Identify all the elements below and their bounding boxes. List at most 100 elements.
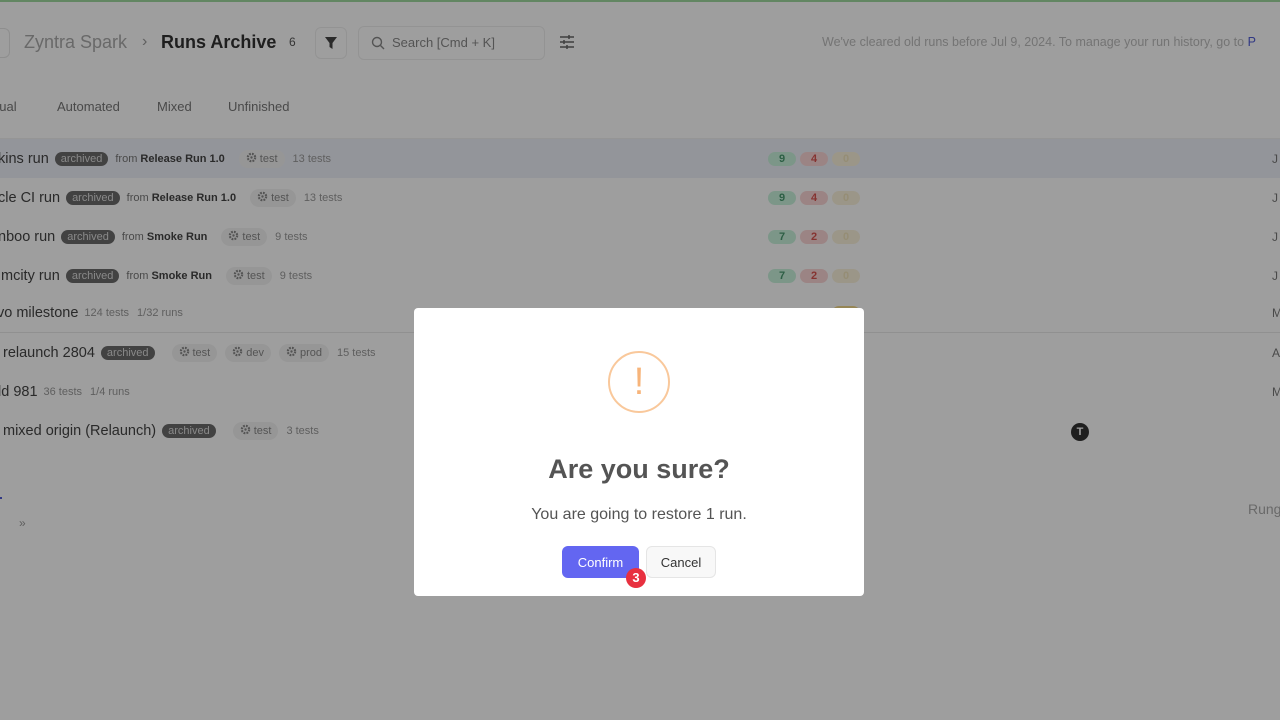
back-button[interactable]	[0, 28, 10, 58]
gear-icon	[232, 346, 243, 360]
run-name[interactable]: mcity run	[1, 267, 60, 284]
table-row[interactable]: nboo run archived from Smoke Run test 9 test…	[0, 217, 1280, 256]
notice-link[interactable]: P	[1247, 35, 1256, 49]
gear-icon	[240, 424, 251, 438]
run-name[interactable]: vo milestone	[0, 305, 79, 321]
run-name[interactable]: ld 981	[0, 383, 38, 400]
run-name[interactable]: mixed origin (Relaunch)	[3, 422, 157, 439]
runs-count: 6	[289, 35, 296, 49]
table-row[interactable]: kins run archived from Release Run 1.0 test…	[0, 139, 1280, 178]
tab-automated[interactable]: Automated	[57, 99, 120, 114]
runs-count: 1/32 runs	[137, 307, 183, 319]
environment-label: test	[253, 424, 272, 437]
run-name[interactable]: kins run	[0, 150, 49, 167]
status-count-passed: 9	[768, 190, 796, 205]
tab-manual[interactable]: nual	[0, 99, 17, 114]
avatar[interactable]: T	[1071, 423, 1089, 441]
archived-badge: archived	[65, 268, 120, 283]
environment-tag: test	[238, 149, 285, 168]
top-progress-line	[0, 0, 1280, 2]
archived-badge: archived	[162, 423, 216, 438]
cancel-button[interactable]: Cancel	[646, 546, 716, 578]
step-badge: 3	[626, 568, 646, 588]
environment-label: test	[246, 269, 265, 282]
status-count-skipped: 0	[832, 151, 860, 166]
gear-icon	[286, 346, 297, 360]
status-count-skipped: 0	[832, 190, 860, 205]
origin-name: Release Run 1.0	[151, 191, 237, 204]
run-name[interactable]: nboo run	[0, 228, 56, 245]
table-row[interactable]: ld 981 36 tests 1/4 runs M	[0, 372, 1280, 411]
header: Zyntra Spark › Runs Archive 6 We've clea…	[0, 26, 1280, 60]
run-origin: from Release Run 1.0	[127, 192, 236, 204]
gear-icon	[228, 230, 239, 244]
tests-count: 3 tests	[286, 424, 319, 437]
search-input[interactable]	[392, 35, 532, 50]
run-name[interactable]: relaunch 2804	[3, 344, 95, 361]
row-date: J	[1272, 229, 1278, 244]
sliders-icon[interactable]	[559, 34, 575, 50]
archived-badge: archived	[61, 229, 115, 244]
tests-count: 124 tests	[84, 307, 130, 319]
archived-badge: archived	[54, 151, 109, 166]
row-date: J	[1272, 190, 1278, 205]
origin-name: Smoke Run	[146, 230, 208, 243]
search-box[interactable]	[358, 26, 545, 60]
table-row[interactable]: cle CI run archived from Release Run 1.0 te…	[0, 178, 1280, 217]
confirm-dialog: ! Are you sure? You are going to restore…	[414, 308, 864, 596]
page-title: Runs Archive	[161, 32, 277, 52]
archived-badge: archived	[66, 190, 120, 205]
tests-count: 15 tests	[337, 346, 376, 359]
gear-icon	[179, 346, 190, 360]
environment-label: dev	[246, 346, 264, 359]
environment-tag: test	[221, 227, 268, 246]
runs-count: 1/4 runs	[90, 385, 130, 398]
pager-next-button[interactable]: »	[19, 516, 26, 530]
run-name[interactable]: cle CI run	[0, 189, 61, 206]
right-label: Rung	[1248, 501, 1280, 517]
table-row[interactable]: mixed origin (Relaunch) archived test 3 tes…	[0, 411, 1280, 450]
breadcrumb-app[interactable]: Zyntra Spark	[24, 32, 128, 52]
tests-count: 9 tests	[275, 230, 308, 243]
dialog-text: You are going to restore 1 run.	[531, 506, 747, 523]
status-count-skipped: 0	[832, 268, 860, 283]
run-origin: from Smoke Run	[122, 231, 208, 243]
search-icon	[371, 36, 385, 50]
run-origin: from Release Run 1.0	[115, 153, 224, 165]
notice-text: We've cleared old runs before Jul 9, 202…	[822, 35, 1248, 49]
tests-count: 9 tests	[279, 269, 313, 282]
from-label: from	[126, 269, 149, 282]
tabs: nual Automated Mixed Unfinished	[0, 99, 1280, 139]
row-date: M	[1272, 384, 1280, 399]
environment-tag: test	[171, 343, 218, 362]
filter-icon	[325, 37, 337, 49]
table-row[interactable]: mcity run archived from Smoke Run test 9 tes…	[0, 256, 1280, 295]
tab-unfinished[interactable]: Unfinished	[228, 99, 290, 114]
environment-tag: test	[232, 421, 279, 440]
environment-label: test	[192, 346, 211, 359]
tab-mixed[interactable]: Mixed	[157, 99, 192, 114]
environment-label: test	[271, 191, 289, 204]
dialog-title: Are you sure?	[548, 454, 730, 484]
row-date: A	[1272, 345, 1280, 360]
tests-count: 13 tests	[292, 152, 332, 165]
cleanup-notice: We've cleared old runs before Jul 9, 202…	[822, 35, 1256, 49]
origin-name: Release Run 1.0	[140, 152, 225, 165]
status-count-failed: 2	[800, 229, 828, 244]
origin-name: Smoke Run	[151, 269, 212, 282]
gear-icon	[257, 191, 268, 205]
archived-badge: archived	[100, 345, 155, 360]
filter-button[interactable]	[315, 27, 347, 59]
environment-tag: test	[225, 266, 272, 285]
tests-count: 36 tests	[43, 385, 83, 398]
confirm-button[interactable]: Confirm	[562, 546, 639, 578]
status-count-passed: 9	[768, 151, 796, 166]
status-count-failed: 4	[800, 190, 828, 205]
environment-label: test	[242, 230, 261, 243]
status-count-passed: 7	[768, 229, 796, 244]
table-row[interactable]: relaunch 2804 archived test dev prod 15 tests…	[0, 333, 1280, 372]
row-date: J	[1272, 268, 1278, 283]
